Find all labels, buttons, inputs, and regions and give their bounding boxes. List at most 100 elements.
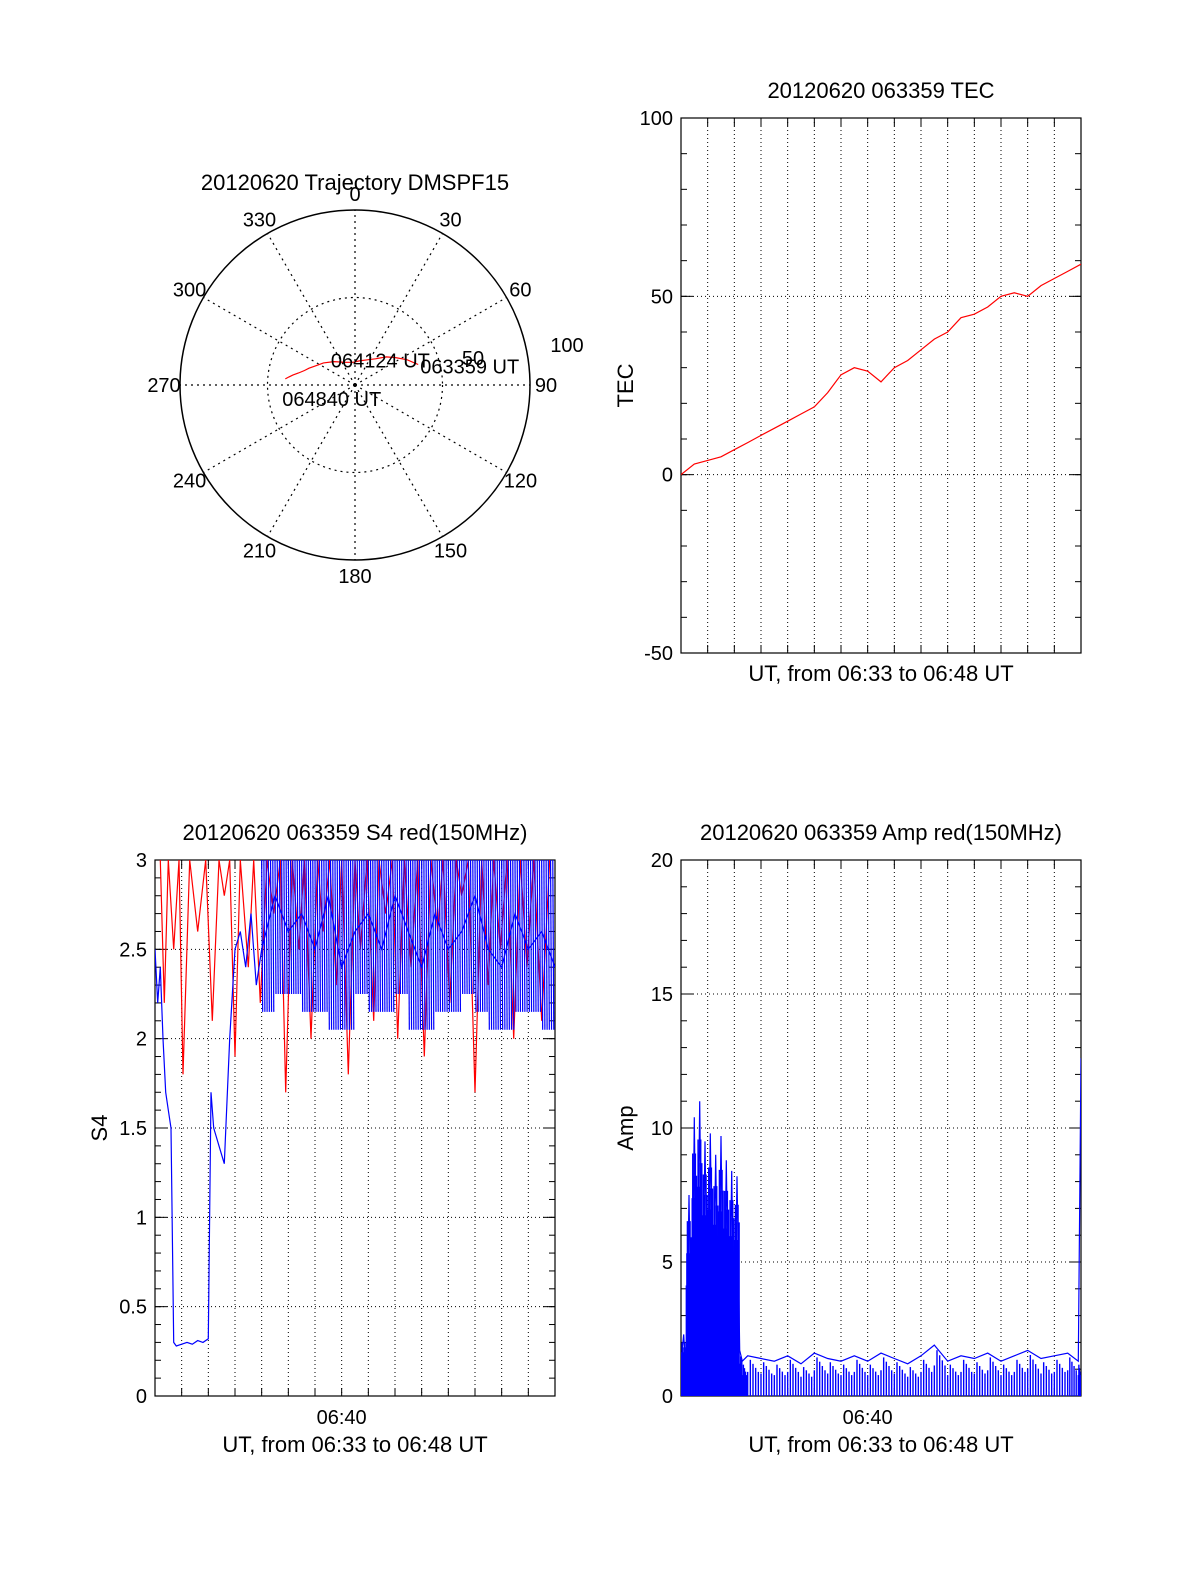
tec-ytick-label: 50: [651, 286, 673, 308]
s4-noise-stroke: [525, 860, 528, 1012]
s4-noise-stroke: [392, 860, 395, 1012]
annotation-start-time: 063359 UT: [420, 356, 519, 378]
s4-noise-stroke: [545, 860, 548, 1030]
amp-xtick-label: 06:40: [843, 1407, 893, 1429]
s4-noise-stroke: [443, 860, 446, 1012]
s4-noise-stroke: [467, 860, 470, 995]
s4-noise-stroke: [538, 860, 542, 1012]
s4-noise-stroke: [414, 860, 417, 1030]
s4-noise-stroke: [478, 860, 482, 1012]
amp-ytick-label: 5: [662, 1252, 673, 1274]
polar-spoke-300: [203, 296, 356, 386]
s4-noise-stroke: [489, 860, 493, 1030]
azimuth-label-330: 330: [243, 210, 276, 232]
azimuth-label-300: 300: [173, 280, 206, 302]
azimuth-label-60: 60: [509, 280, 531, 302]
s4-noise-stroke: [469, 860, 473, 995]
s4-chart: 20120620 063359 S4 red(150MHz) 0 0.5 1 1.5 2 2…: [87, 820, 556, 1457]
s4-noise-stroke: [494, 860, 497, 1030]
s4-noise-stroke: [343, 860, 346, 1030]
polar-spoke-330: [266, 233, 356, 386]
s4-noise-stroke: [372, 860, 375, 1012]
s4-noise-stroke: [441, 860, 444, 1012]
s4-noise-stroke: [265, 860, 268, 1012]
s4-noise-stroke: [394, 860, 397, 995]
tec-ytick-label: -50: [644, 643, 673, 665]
s4-noise-stroke: [496, 860, 499, 1030]
tec-frame: [680, 117, 1082, 654]
polar-spoke-30: [354, 233, 444, 386]
s4-noise-stroke: [321, 860, 324, 1012]
s4-noise-stroke: [463, 860, 466, 995]
s4-noise-stroke: [472, 860, 475, 995]
s4-noise-stroke: [476, 860, 479, 1012]
tec-xlabel: UT, from 06:33 to 06:48 UT: [748, 661, 1013, 686]
s4-noise-stroke: [385, 860, 388, 1012]
s4-noise-stroke: [536, 860, 539, 1012]
s4-noise-stroke: [338, 860, 342, 1030]
s4-noise-stroke: [325, 860, 328, 1012]
s4-noise-stroke: [376, 860, 379, 1012]
s4-noise-stroke: [505, 860, 508, 1030]
s4-ylabel: S4: [87, 1115, 112, 1142]
s4-noise-stroke: [307, 860, 310, 1012]
polar-spoke-60: [354, 296, 507, 386]
elevation-label-50: 50: [462, 348, 484, 370]
s4-noise-stroke: [336, 860, 339, 1030]
s4-noise-stroke: [381, 860, 384, 1012]
s4-noise-stroke: [465, 860, 468, 995]
s4-noise-stroke: [296, 860, 299, 995]
s4-noise-stroke: [305, 860, 308, 1012]
s4-noise-stroke: [398, 860, 402, 995]
s4-noise-stroke: [461, 860, 464, 995]
s4-noise-stroke: [543, 860, 546, 1030]
s4-noise-stroke: [425, 860, 428, 1030]
s4-noise-stroke: [492, 860, 495, 1030]
s4-noise-stroke: [278, 860, 282, 995]
s4-noise-stroke: [274, 860, 277, 995]
s4-noise-stroke: [527, 860, 530, 1012]
azimuth-label-210: 210: [243, 540, 276, 562]
s4-noise-stroke: [509, 860, 513, 1030]
s4-noise-stroke: [347, 860, 350, 1030]
s4-noise-stroke: [405, 860, 408, 995]
s4-noise-stroke: [454, 860, 457, 1012]
s4-noise-stroke: [285, 860, 288, 995]
azimuth-label-150: 150: [434, 540, 467, 562]
tec-title: 20120620 063359 TEC: [767, 78, 994, 103]
s4-ytick-label: 3: [136, 850, 147, 872]
s4-noise-stroke: [534, 860, 537, 1012]
amp-xlabel: UT, from 06:33 to 06:48 UT: [748, 1432, 1013, 1457]
azimuth-label-90: 90: [535, 375, 557, 397]
s4-noise-stroke: [518, 860, 522, 1012]
polar-ring-50: [266, 296, 444, 474]
s4-noise-stroke: [549, 860, 553, 1030]
s4-ytick-label: 0.5: [119, 1297, 147, 1319]
annotation-mid-time: 064124 UT: [331, 351, 430, 373]
s4-noise-stroke: [507, 860, 510, 1030]
s4-noise-stroke: [314, 860, 317, 1012]
s4-ytick-label: 1: [136, 1207, 147, 1229]
s4-noise-stroke: [521, 860, 524, 1012]
amp-ytick-label: 20: [651, 850, 673, 872]
tec-ytick-label: 0: [662, 465, 673, 487]
s4-noise-stroke: [354, 860, 357, 995]
s4-noise-stroke: [547, 860, 550, 1030]
s4-noise-stroke: [434, 860, 437, 1012]
s4-noise-stroke: [407, 860, 410, 1030]
s4-noise-stroke: [283, 860, 286, 995]
s4-noise-stroke: [365, 860, 368, 995]
s4-noise-stroke: [329, 860, 333, 1030]
s4-noise-stroke: [287, 860, 290, 995]
s4-title: 20120620 063359 S4 red(150MHz): [183, 820, 528, 845]
s4-noise-stroke: [332, 860, 335, 1030]
s4-noise-stroke: [396, 860, 399, 995]
s4-ytick-label: 1.5: [119, 1118, 147, 1140]
s4-noise-stroke: [485, 860, 488, 1012]
s4-noise-stroke: [498, 860, 502, 1030]
s4-noise-stroke: [334, 860, 337, 1030]
s4-noise-stroke: [458, 860, 462, 1012]
s4-noise-stroke: [423, 860, 426, 1030]
tec-ylabel: TEC: [613, 363, 638, 407]
polar-spoke-120: [354, 384, 507, 474]
